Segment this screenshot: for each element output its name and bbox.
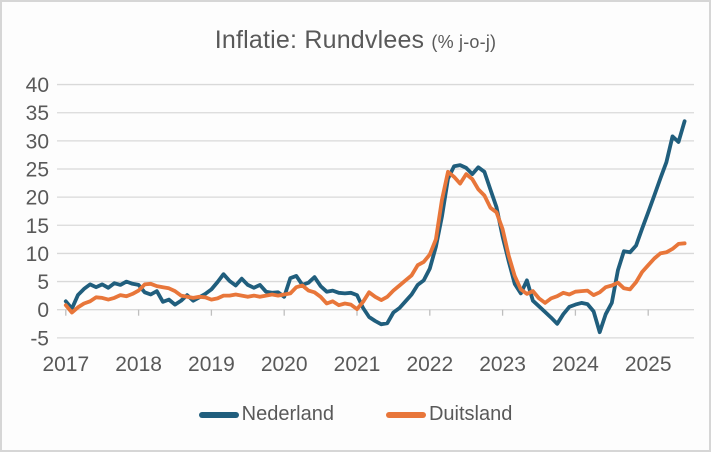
legend-item-nederland: Nederland — [198, 403, 334, 426]
x-axis-label: 2022 — [406, 353, 453, 376]
y-axis-label: 35 — [26, 102, 49, 125]
y-axis-label: 30 — [26, 130, 49, 153]
y-axis-label: 15 — [26, 215, 49, 238]
x-axis-label: 2024 — [552, 353, 599, 376]
x-axis-label: 2021 — [334, 353, 381, 376]
x-axis-label: 2019 — [188, 353, 235, 376]
legend-item-duitsland: Duitsland — [385, 403, 513, 426]
legend-label-nederland: Nederland — [241, 403, 334, 425]
duitsland-line-swatch-icon — [385, 411, 426, 418]
y-axis-label: 0 — [37, 299, 49, 322]
y-axis-label: 5 — [37, 271, 49, 294]
series-line-duitsland — [63, 169, 687, 315]
chart-title-units: (% j-o-j) — [431, 32, 497, 52]
y-axis-label: 10 — [26, 243, 49, 266]
x-axis-label: 2018 — [115, 353, 162, 376]
x-axis-label: 2023 — [479, 353, 526, 376]
x-axis-label: 2025 — [625, 353, 672, 376]
x-axis-label: 2020 — [261, 353, 308, 376]
series-line-nederland — [63, 119, 687, 335]
legend-label-duitsland: Duitsland — [428, 403, 513, 425]
chart-title: Inflatie: Rundvlees (% j-o-j) — [2, 26, 709, 55]
chart-legend: Nederland Duitsland — [2, 403, 709, 426]
x-axis-label: 2017 — [42, 353, 89, 376]
y-axis-label: 40 — [26, 74, 49, 97]
y-axis-label: 20 — [26, 187, 49, 210]
nederland-line-swatch-icon — [198, 411, 239, 418]
y-axis-label: -5 — [30, 327, 49, 350]
y-axis-label: 25 — [26, 159, 49, 182]
chart-title-main: Inflatie: Rundvlees — [214, 26, 425, 54]
